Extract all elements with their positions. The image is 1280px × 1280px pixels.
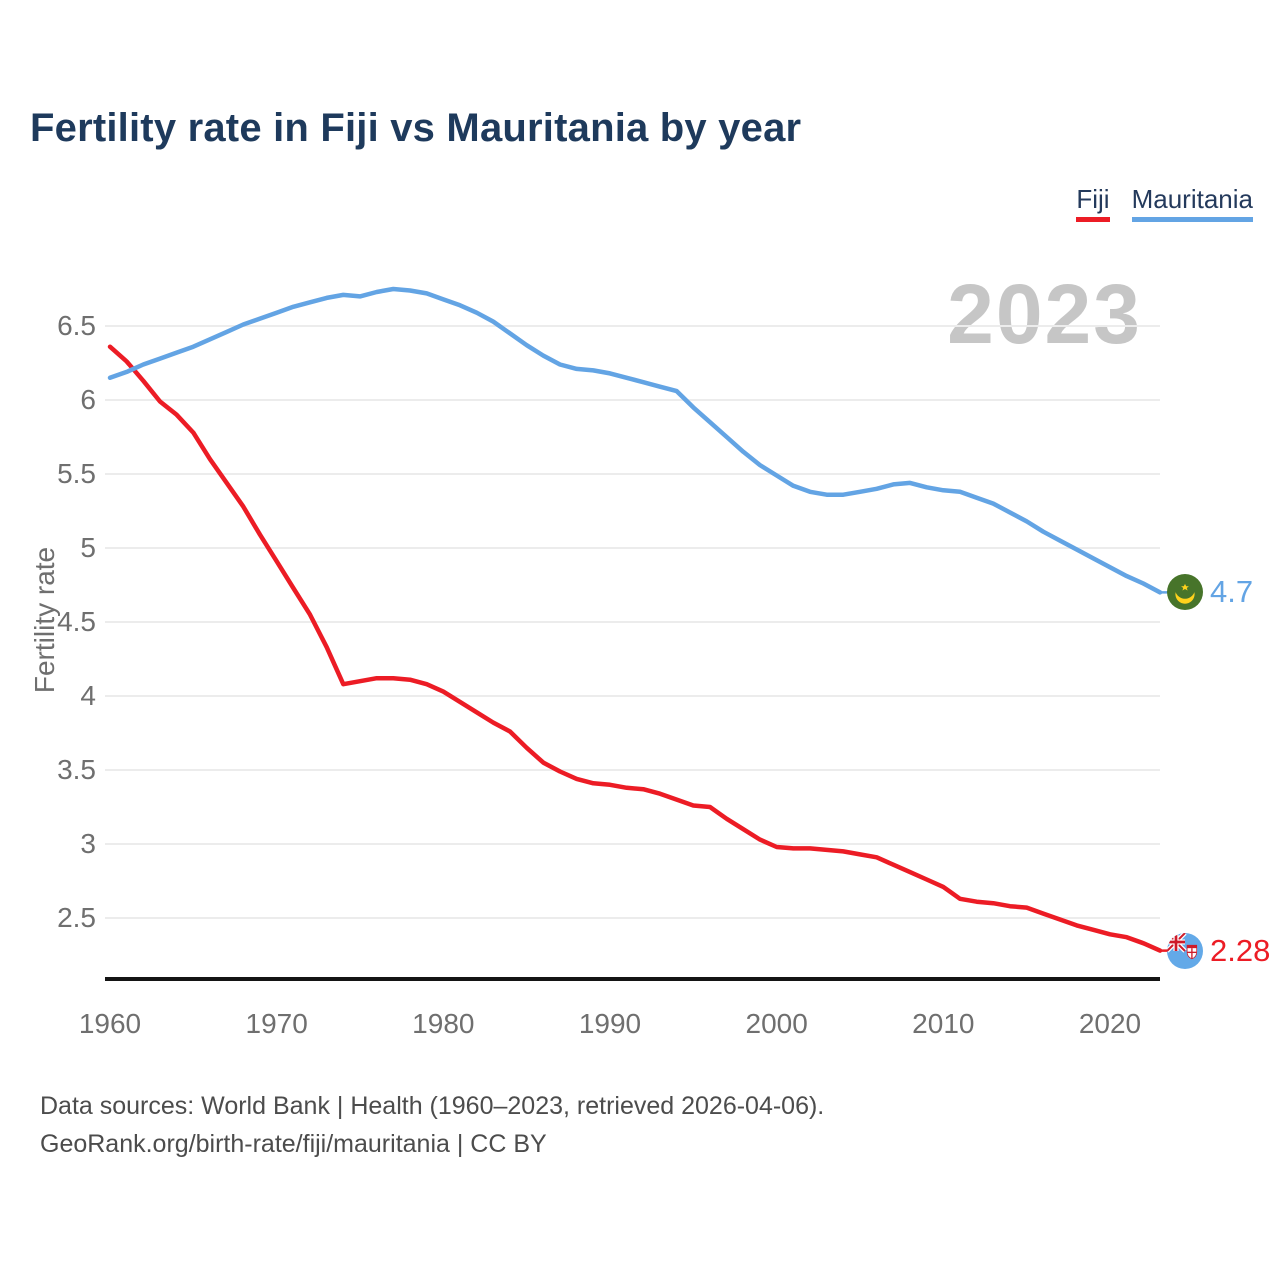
footer-attribution-line: GeoRank.org/birth-rate/fiji/mauritania |… xyxy=(40,1130,547,1158)
legend: Fiji Mauritania xyxy=(1076,184,1253,222)
y-tick-label: 6 xyxy=(80,384,96,415)
y-tick-label: 4 xyxy=(80,680,96,711)
watermark-year: 2023 xyxy=(947,267,1142,361)
mauritania-end-value: 4.7 xyxy=(1210,574,1254,610)
y-tick-label: 3.5 xyxy=(57,754,96,785)
mauritania-end-marker: 4.7 xyxy=(1167,574,1254,611)
y-tick-label: 5 xyxy=(80,532,96,563)
x-tick-label: 2010 xyxy=(912,1008,975,1039)
y-tick-label: 5.5 xyxy=(57,458,96,489)
fiji-end-value: 2.28 xyxy=(1210,932,1271,968)
legend-item-mauritania[interactable]: Mauritania xyxy=(1131,184,1253,222)
fiji-flag-icon xyxy=(1167,932,1203,969)
fiji-line xyxy=(107,344,1163,953)
footer-sources-line: Data sources: World Bank | Health (1960–… xyxy=(40,1092,825,1120)
x-tick-label: 1980 xyxy=(412,1008,475,1039)
x-tick-label: 1990 xyxy=(578,1008,642,1039)
x-tick-label: 1970 xyxy=(245,1008,308,1039)
x-tick-label: 2000 xyxy=(745,1008,808,1039)
page-title: Fertility rate in Fiji vs Mauritania by … xyxy=(30,106,802,150)
mauritania-line xyxy=(107,286,1163,595)
y-tick-label: 3 xyxy=(80,828,96,859)
y-tick-label: 4.5 xyxy=(57,606,96,637)
y-tick-label: 2.5 xyxy=(57,902,96,933)
mauritania-flag-icon xyxy=(1167,574,1203,611)
y-tick-label: 6.5 xyxy=(57,310,96,341)
footer: Data sources: World Bank | Health (1960–… xyxy=(40,1087,824,1163)
x-tick-label: 1960 xyxy=(78,1008,142,1039)
x-tick-label: 2020 xyxy=(1078,1008,1142,1039)
legend-item-fiji[interactable]: Fiji xyxy=(1076,184,1110,222)
fiji-end-marker: 2.28 xyxy=(1167,932,1271,969)
